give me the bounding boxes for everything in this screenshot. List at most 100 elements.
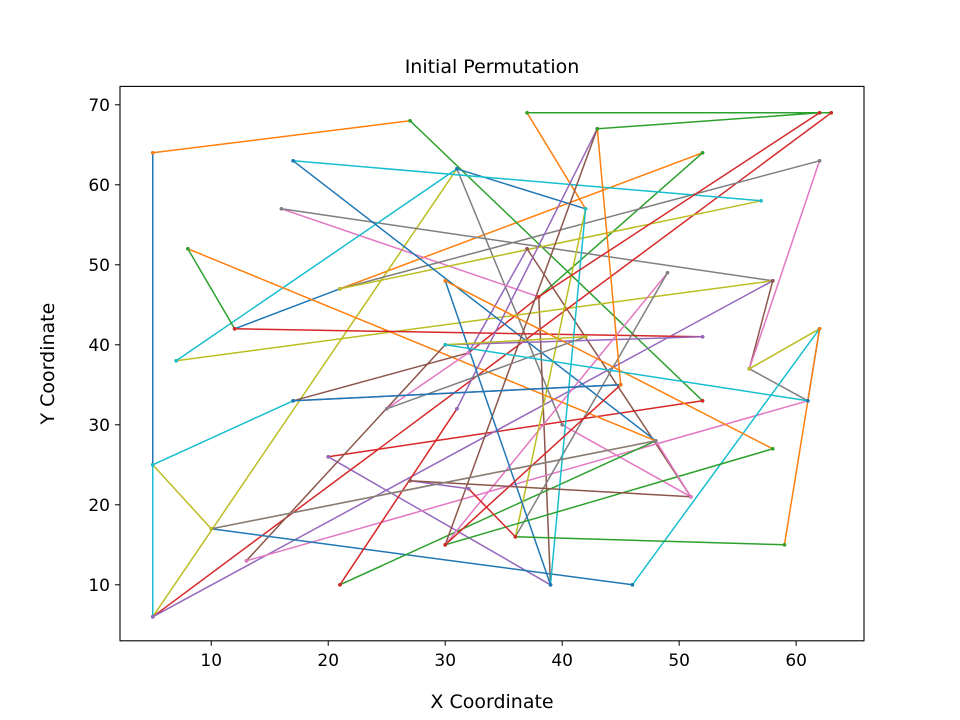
- y-tick-label: 30: [88, 416, 110, 436]
- route-segment: [293, 384, 621, 402]
- route-point: [150, 151, 155, 155]
- route-point: [209, 527, 214, 531]
- route-segment: [410, 480, 469, 490]
- route-segment: [514, 208, 587, 537]
- y-tick-label: 60: [88, 176, 110, 196]
- route-segment: [328, 400, 703, 458]
- x-tick-label: 40: [551, 651, 573, 671]
- route-segment: [456, 168, 586, 210]
- route-segment: [444, 280, 552, 586]
- y-tick-label: 50: [88, 256, 110, 276]
- route-point: [443, 543, 448, 547]
- route-point: [244, 559, 249, 563]
- route-segment: [748, 280, 774, 369]
- route-segment: [526, 248, 692, 498]
- route-segment: [339, 200, 762, 290]
- route-point: [466, 487, 471, 491]
- route-point: [455, 407, 459, 411]
- route-point: [817, 327, 822, 331]
- route-segment: [444, 128, 598, 546]
- route-segment: [538, 296, 552, 585]
- route-segment: [445, 336, 586, 346]
- route-segment: [444, 280, 774, 450]
- route-lines: [152, 112, 832, 618]
- x-tick-label: 30: [434, 651, 456, 671]
- route-point: [653, 439, 658, 443]
- route-segment: [187, 248, 657, 442]
- route-point: [338, 583, 342, 587]
- route-point: [583, 335, 588, 339]
- route-point: [408, 119, 412, 123]
- route-segment: [444, 448, 773, 546]
- route-segment: [538, 152, 704, 298]
- x-tick-label: 20: [317, 651, 339, 671]
- route-point: [408, 479, 412, 483]
- route-segment: [748, 328, 820, 370]
- route-segment: [514, 272, 669, 538]
- route-point: [700, 399, 705, 403]
- route-point: [770, 279, 775, 283]
- route-segment: [339, 440, 657, 586]
- route-point: [536, 295, 541, 299]
- route-segment: [409, 120, 704, 402]
- y-tick-label: 10: [88, 576, 110, 596]
- y-tick-label: 40: [88, 336, 110, 356]
- route-segment: [152, 464, 212, 530]
- route-segment: [597, 112, 820, 130]
- route-point: [782, 543, 787, 547]
- plot-frame: [119, 85, 865, 642]
- route-point: [770, 447, 775, 451]
- route-point: [548, 583, 553, 587]
- y-axis-label: Y Coordinate: [37, 303, 59, 426]
- x-tick-label: 10: [200, 651, 222, 671]
- route-segment: [211, 528, 633, 586]
- route-point: [338, 287, 342, 291]
- chart-title: Initial Permutation: [405, 56, 580, 78]
- route-points: [150, 111, 834, 619]
- route-segment: [176, 280, 773, 362]
- route-point: [700, 151, 705, 155]
- route-point: [817, 159, 822, 163]
- route-point: [583, 207, 588, 211]
- route-segment: [561, 424, 692, 498]
- route-segment: [549, 208, 587, 585]
- route-segment: [783, 328, 821, 545]
- route-segment: [281, 208, 540, 298]
- route-segment: [234, 328, 703, 338]
- route-point: [665, 271, 670, 275]
- route-point: [689, 495, 693, 499]
- route-segment: [187, 248, 236, 330]
- route-segment: [655, 440, 692, 498]
- route-segment: [748, 160, 821, 370]
- route-segment: [152, 112, 832, 618]
- route-segment: [386, 352, 470, 410]
- route-point: [618, 383, 623, 387]
- route-segment: [410, 480, 691, 498]
- route-segment: [456, 128, 598, 410]
- route-point: [747, 367, 752, 371]
- route-point: [150, 463, 155, 467]
- route-segment: [444, 272, 669, 546]
- route-point: [829, 111, 834, 115]
- route-segment: [245, 344, 446, 562]
- route-point: [455, 167, 459, 171]
- route-point: [291, 159, 295, 163]
- route-segment: [515, 536, 785, 546]
- route-segment: [292, 352, 469, 402]
- route-point: [443, 343, 448, 347]
- route-point: [525, 247, 529, 251]
- route-segment: [631, 328, 821, 586]
- x-tick-label: 50: [668, 651, 690, 671]
- y-axis-ticks: 10 20 30 40 50 60 70: [88, 96, 120, 596]
- x-tick-label: 60: [785, 651, 807, 671]
- y-tick-label: 20: [88, 496, 110, 516]
- route-segment: [386, 336, 586, 410]
- route-point: [326, 455, 331, 459]
- route-point: [595, 127, 600, 131]
- route-segment: [445, 344, 808, 402]
- route-point: [817, 111, 822, 115]
- route-segment: [339, 408, 458, 586]
- route-point: [560, 423, 564, 427]
- route-segment: [468, 488, 516, 538]
